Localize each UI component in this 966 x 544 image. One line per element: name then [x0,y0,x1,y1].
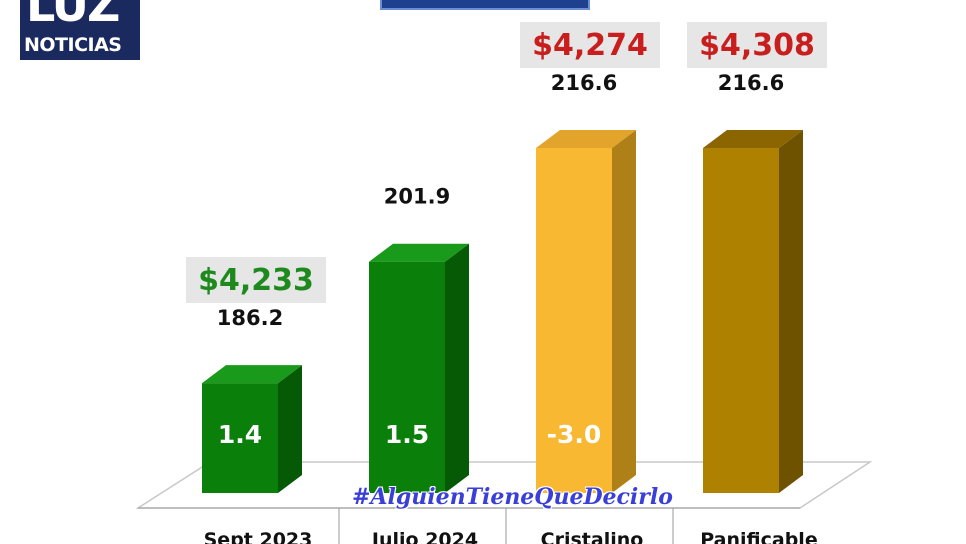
bar-1-top [202,365,302,384]
logo-bottom-text: NOTICIAS [24,34,122,56]
bar-1-inner-label: 1.4 [218,420,262,449]
price-box-3: $4,274 [520,22,660,68]
category-label-4: Panificable [700,529,817,544]
bar-3-side [612,130,636,493]
bar-1-front [202,383,278,493]
bar-3-value-label: 216.6 [551,71,617,95]
bar-1-value-label: 186.2 [217,306,283,330]
bar-2-top [369,243,469,262]
bar-4: 216.6 [703,71,803,493]
bar-2-side [445,243,469,493]
category-label-1: Sept 2023 [204,529,313,544]
bar-2-inner-label: 1.5 [385,420,429,449]
bar-3-front [536,148,612,493]
price-box-1: $4,233 [186,257,326,304]
bar-4-front [703,148,779,493]
hashtag-watermark: #AlguienTieneQueDecirlo [352,484,673,510]
bar-1: 1.4 186.2 [202,306,302,493]
bar-2-value-label: 201.9 [384,185,450,209]
bar-3-inner-label: -3.0 [547,420,602,449]
bar-3-top [536,130,636,148]
category-label-3: Cristalino [541,529,644,544]
category-label-2: Julio 2024 [370,529,478,544]
price-box-4: $4,308 [687,22,827,68]
title-banner [380,0,590,10]
bar-3: -3.0 216.6 [536,71,636,493]
bar-4-top [703,130,803,148]
bar-1-side [278,365,302,493]
bar-2-front [369,261,445,493]
logo-top-text: LUZ [26,0,120,32]
bar-4-value-label: 216.6 [718,71,784,95]
bar-4-side [779,130,803,493]
luz-noticias-logo: LUZ NOTICIAS [20,0,140,60]
bar-2: 1.5 201.9 [369,185,469,493]
